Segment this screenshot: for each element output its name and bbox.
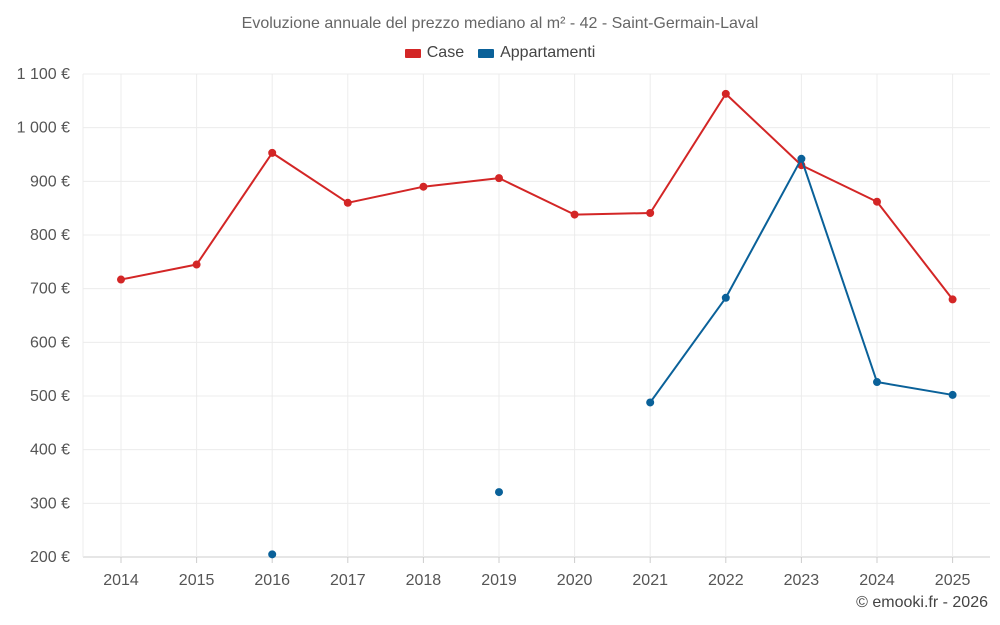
data-point-appartamenti <box>873 378 881 387</box>
y-tick-label: 300 € <box>30 495 70 512</box>
axes: 200 € 300 € 400 € 500 € 600 € 700 € 800 € 900 €… <box>17 66 971 589</box>
x-tick-label: 2022 <box>708 572 744 589</box>
legend: Case Appartamenti <box>0 44 1000 62</box>
series-lines <box>117 89 957 559</box>
y-tick-label: 400 € <box>30 442 70 459</box>
x-tick-label: 2024 <box>859 572 895 589</box>
x-tick-label: 2021 <box>632 572 668 589</box>
data-point-case <box>721 89 730 98</box>
legend-item-appartamenti[interactable]: Appartamenti <box>478 44 595 62</box>
data-point-case <box>948 295 957 304</box>
legend-label-appartamenti: Appartamenti <box>500 44 596 61</box>
data-point-case <box>268 148 277 157</box>
series-line-case <box>120 92 954 301</box>
x-tick-label: 2018 <box>406 572 442 589</box>
legend-item-case[interactable]: Case <box>404 44 465 62</box>
legend-swatch-appartamenti <box>478 48 495 58</box>
x-tick-label: 2020 <box>557 572 593 589</box>
y-tick-label: 500 € <box>30 388 70 405</box>
x-tick-label: 2025 <box>935 572 971 589</box>
grid <box>82 73 990 558</box>
x-tick-label: 2016 <box>254 572 290 589</box>
x-tick-label: 2014 <box>103 572 139 589</box>
data-point-appartamenti <box>721 293 730 302</box>
y-tick-label: 800 € <box>30 227 70 244</box>
y-tick-label: 1 000 € <box>17 120 70 137</box>
data-point-case <box>646 208 655 217</box>
data-point-case <box>117 275 125 284</box>
y-tick-label: 200 € <box>30 549 70 566</box>
y-tick-label: 900 € <box>30 173 70 190</box>
data-point-appartamenti <box>797 154 806 163</box>
x-tick-label: 2017 <box>330 572 366 589</box>
data-point-case <box>570 210 579 219</box>
x-tick-label: 2019 <box>481 572 517 589</box>
y-tick-label: 700 € <box>30 281 70 298</box>
data-point-case <box>873 197 881 206</box>
data-point-appartamenti <box>268 550 277 559</box>
y-tick-label: 600 € <box>30 334 70 351</box>
data-point-appartamenti <box>948 390 957 399</box>
data-point-case <box>419 182 428 191</box>
data-point-case <box>192 260 201 269</box>
chart-title: Evoluzione annuale del prezzo mediano al… <box>241 15 759 32</box>
y-tick-label: 1 100 € <box>17 66 70 83</box>
data-point-appartamenti <box>646 398 655 407</box>
data-point-case <box>343 198 352 207</box>
legend-swatch-case <box>404 48 421 58</box>
x-tick-label: 2015 <box>179 572 215 589</box>
data-point-appartamenti <box>495 488 503 497</box>
credit-text: © emooki.fr - 2026 <box>856 594 988 611</box>
legend-label-case: Case <box>426 44 465 61</box>
x-tick-label: 2023 <box>784 572 820 589</box>
data-point-case <box>495 174 503 183</box>
